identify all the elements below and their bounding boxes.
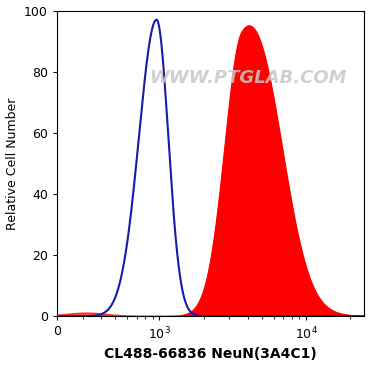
Text: WWW.PTGLAB.COM: WWW.PTGLAB.COM <box>149 69 346 87</box>
Y-axis label: Relative Cell Number: Relative Cell Number <box>6 97 18 230</box>
X-axis label: CL488-66836 NeuN(3A4C1): CL488-66836 NeuN(3A4C1) <box>104 348 317 361</box>
